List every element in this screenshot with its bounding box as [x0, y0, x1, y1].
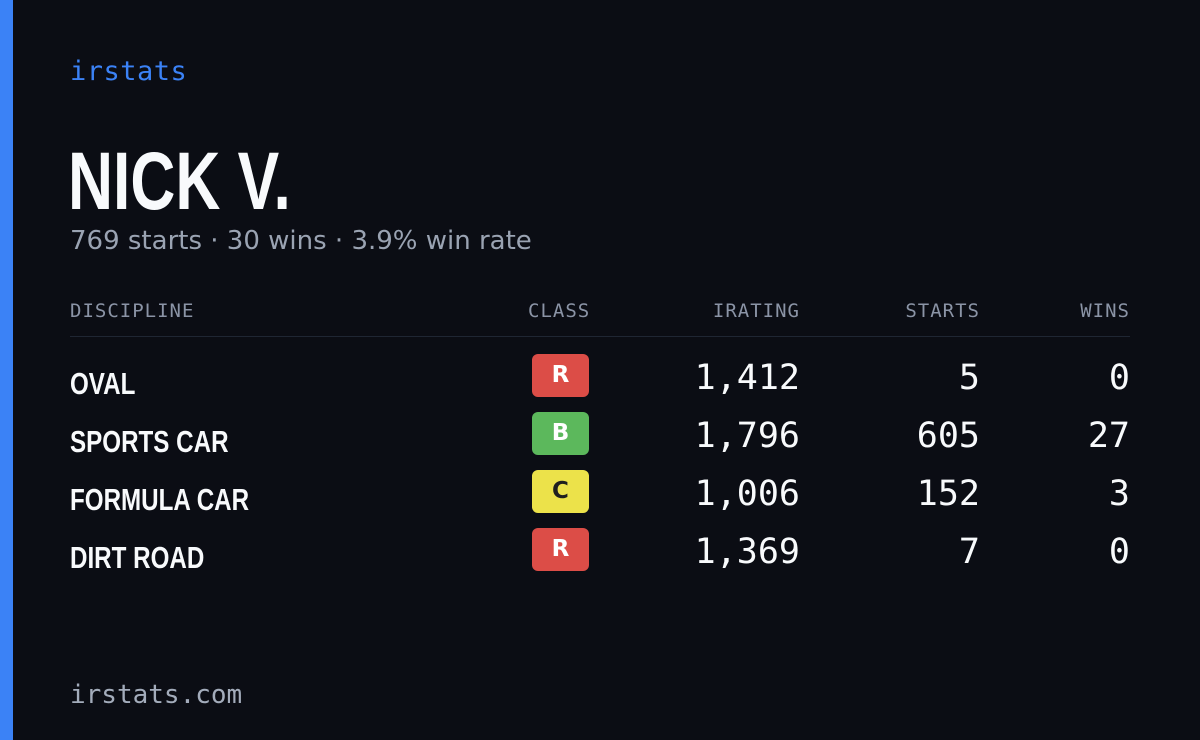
starts-value: 152	[916, 474, 980, 514]
class-badge: R	[532, 528, 589, 571]
irating-value: 1,412	[694, 358, 800, 398]
table-row: OVAL R 1,412 5 0	[0, 354, 1200, 412]
header-wins: WINS	[1080, 300, 1130, 322]
irating-value: 1,006	[694, 474, 800, 514]
irating-value: 1,369	[694, 532, 800, 572]
brand-logo: irstats	[70, 56, 188, 87]
discipline-name: OVAL	[70, 366, 136, 401]
discipline-name: SPORTS CAR	[70, 424, 229, 459]
table-row: FORMULA CAR C 1,006 152 3	[0, 470, 1200, 528]
starts-value: 5	[958, 358, 980, 398]
discipline-name: DIRT ROAD	[70, 540, 205, 575]
driver-summary: 769 starts · 30 wins · 3.9% win rate	[70, 226, 532, 256]
header-divider	[70, 336, 1130, 337]
irating-value: 1,796	[694, 416, 800, 456]
wins-value: 0	[1108, 532, 1130, 572]
footer-url: irstats.com	[70, 680, 243, 710]
class-badge: R	[532, 354, 589, 397]
starts-value: 605	[916, 416, 980, 456]
table-row: DIRT ROAD R 1,369 7 0	[0, 528, 1200, 586]
header-irating: IRATING	[712, 300, 800, 322]
header-starts: STARTS	[905, 300, 980, 322]
class-badge: C	[532, 470, 589, 513]
starts-value: 7	[958, 532, 980, 572]
discipline-name: FORMULA CAR	[70, 482, 250, 517]
wins-value: 0	[1108, 358, 1130, 398]
header-class: CLASS	[528, 300, 591, 322]
class-badge: B	[532, 412, 589, 455]
header-discipline: DISCIPLINE	[70, 300, 195, 322]
wins-value: 27	[1087, 416, 1130, 456]
driver-name: NICK V.	[68, 136, 291, 227]
accent-bar	[0, 0, 13, 740]
table-row: SPORTS CAR B 1,796 605 27	[0, 412, 1200, 470]
wins-value: 3	[1108, 474, 1130, 514]
